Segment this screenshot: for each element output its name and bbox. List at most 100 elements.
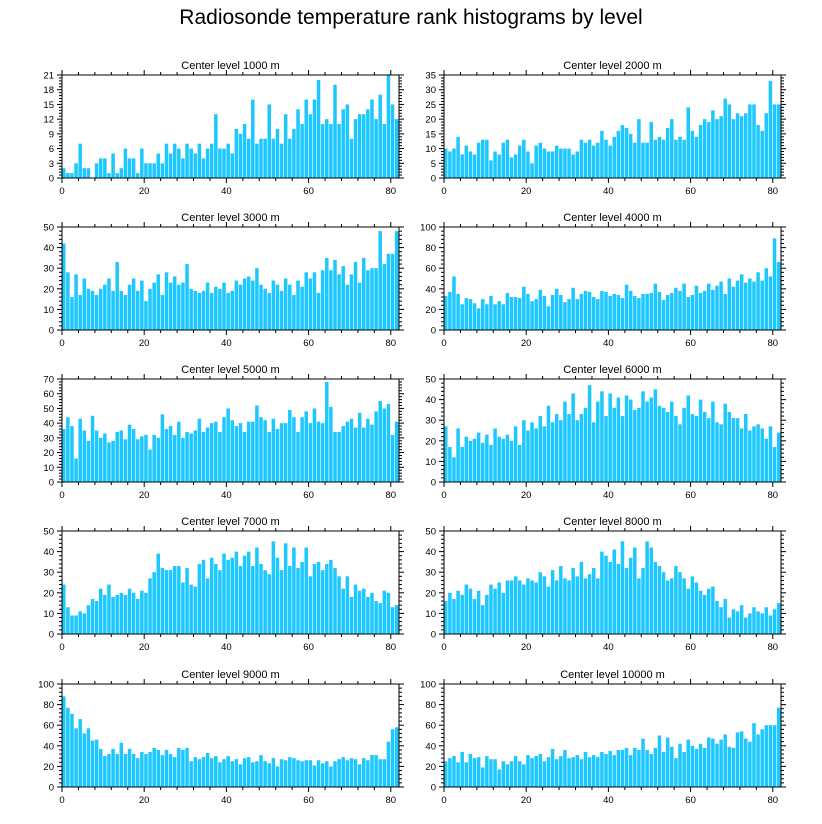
y-tick-label: 20 xyxy=(425,436,436,447)
bar xyxy=(649,122,653,178)
bar xyxy=(66,173,70,178)
bar xyxy=(739,731,744,787)
y-tick-label: 30 xyxy=(425,568,436,579)
bar xyxy=(357,114,362,178)
bar xyxy=(608,145,612,178)
bar xyxy=(600,751,604,787)
bar xyxy=(776,104,781,178)
bar xyxy=(378,603,382,634)
bar xyxy=(748,613,752,634)
bar xyxy=(452,756,456,787)
bar xyxy=(255,405,259,482)
bar xyxy=(678,290,682,330)
bar xyxy=(366,109,370,178)
bar xyxy=(218,431,222,482)
bar xyxy=(275,766,280,787)
bar xyxy=(735,280,740,330)
bar xyxy=(107,442,111,482)
bar xyxy=(764,607,769,634)
bar xyxy=(127,284,132,330)
bar xyxy=(386,253,391,330)
bar xyxy=(649,397,653,482)
x-tick-label: 60 xyxy=(685,795,696,806)
bar xyxy=(370,424,374,482)
bar xyxy=(612,755,617,787)
bar xyxy=(517,761,522,787)
bar xyxy=(226,408,230,482)
bar xyxy=(444,761,448,787)
bar xyxy=(238,566,243,634)
bar xyxy=(78,143,82,178)
x-tick-label: 60 xyxy=(303,186,314,197)
bar xyxy=(320,423,325,482)
bar xyxy=(177,284,181,330)
x-tick-label: 0 xyxy=(59,338,64,349)
bar xyxy=(160,163,165,178)
bar xyxy=(251,762,255,787)
bar xyxy=(522,420,526,482)
bar xyxy=(386,741,391,787)
bar xyxy=(624,284,629,330)
bar xyxy=(550,748,555,787)
bar xyxy=(325,257,329,330)
bar xyxy=(111,596,115,634)
bar xyxy=(489,296,493,330)
y-tick-label: 100 xyxy=(38,680,54,691)
bar xyxy=(752,607,756,634)
x-tick-label: 80 xyxy=(767,186,778,197)
bar xyxy=(341,109,345,178)
y-tick-label: 60 xyxy=(425,721,436,732)
bar xyxy=(255,143,259,178)
bar xyxy=(279,290,284,330)
y-tick-label: 0 xyxy=(431,174,436,185)
bar xyxy=(304,99,308,178)
bar xyxy=(620,749,625,787)
bar xyxy=(559,294,563,330)
bar xyxy=(567,580,571,634)
bar xyxy=(70,173,74,178)
bar xyxy=(345,284,350,330)
bar xyxy=(517,580,522,634)
bar xyxy=(382,124,387,178)
bar xyxy=(587,574,592,634)
bar xyxy=(152,747,156,787)
bar xyxy=(480,605,485,634)
y-tick-label: 3 xyxy=(49,159,54,170)
bar xyxy=(164,143,169,178)
bar xyxy=(764,268,769,330)
bar xyxy=(94,430,99,482)
bar xyxy=(735,732,740,787)
bar xyxy=(140,280,144,330)
x-tick-label: 0 xyxy=(59,795,64,806)
bar xyxy=(222,148,226,178)
bar xyxy=(563,749,567,787)
y-tick-label: 20 xyxy=(43,448,54,459)
bar xyxy=(764,438,769,482)
bar xyxy=(682,283,686,330)
bar xyxy=(772,446,777,482)
y-tick-label: 35 xyxy=(425,71,436,82)
bar xyxy=(107,278,111,330)
bar xyxy=(140,751,144,787)
bar xyxy=(127,424,132,482)
y-tick-label: 12 xyxy=(43,115,54,126)
bar xyxy=(744,617,748,634)
bar xyxy=(735,418,740,482)
bar xyxy=(674,287,678,330)
y-tick-label: 60 xyxy=(43,389,54,400)
bar xyxy=(390,607,395,634)
bar xyxy=(464,145,469,178)
bar xyxy=(164,429,169,482)
x-tick-label: 60 xyxy=(685,186,696,197)
x-tick-label: 60 xyxy=(685,642,696,653)
bar xyxy=(731,418,736,482)
bar xyxy=(776,432,781,482)
bar xyxy=(649,754,653,787)
bar xyxy=(682,139,686,178)
bar xyxy=(583,142,588,178)
bar xyxy=(205,282,210,330)
bar xyxy=(308,278,313,330)
bar xyxy=(333,259,337,330)
bar xyxy=(739,605,744,634)
bar xyxy=(246,276,251,330)
